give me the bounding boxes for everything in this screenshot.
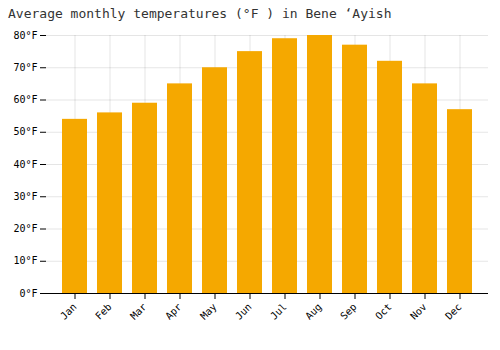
svg-text:Jan: Jan — [58, 301, 79, 322]
svg-text:70°F: 70°F — [13, 62, 37, 73]
svg-text:30°F: 30°F — [13, 191, 37, 202]
svg-text:20°F: 20°F — [13, 223, 37, 234]
svg-text:80°F: 80°F — [13, 30, 37, 41]
svg-text:Sep: Sep — [338, 301, 359, 322]
svg-text:Apr: Apr — [163, 301, 184, 322]
svg-text:Mar: Mar — [128, 301, 149, 322]
svg-text:Feb: Feb — [93, 301, 114, 322]
svg-text:0°F: 0°F — [19, 288, 37, 299]
svg-text:May: May — [198, 301, 219, 322]
html-text:Average monthly temperatures (: Average monthly temperatures (°F ) in Be… — [8, 6, 392, 21]
svg-text:Dec: Dec — [443, 301, 464, 322]
svg-text:Jun: Jun — [233, 301, 254, 322]
svg-text:50°F: 50°F — [13, 126, 37, 137]
svg-text:Aug: Aug — [303, 301, 324, 322]
svg-text:Nov: Nov — [408, 301, 429, 322]
svg-text:40°F: 40°F — [13, 159, 37, 170]
svg-text:Oct: Oct — [373, 301, 394, 322]
svg-text:Jul: Jul — [268, 301, 289, 322]
svg-text:10°F: 10°F — [13, 255, 37, 266]
svg-text:60°F: 60°F — [13, 94, 37, 105]
